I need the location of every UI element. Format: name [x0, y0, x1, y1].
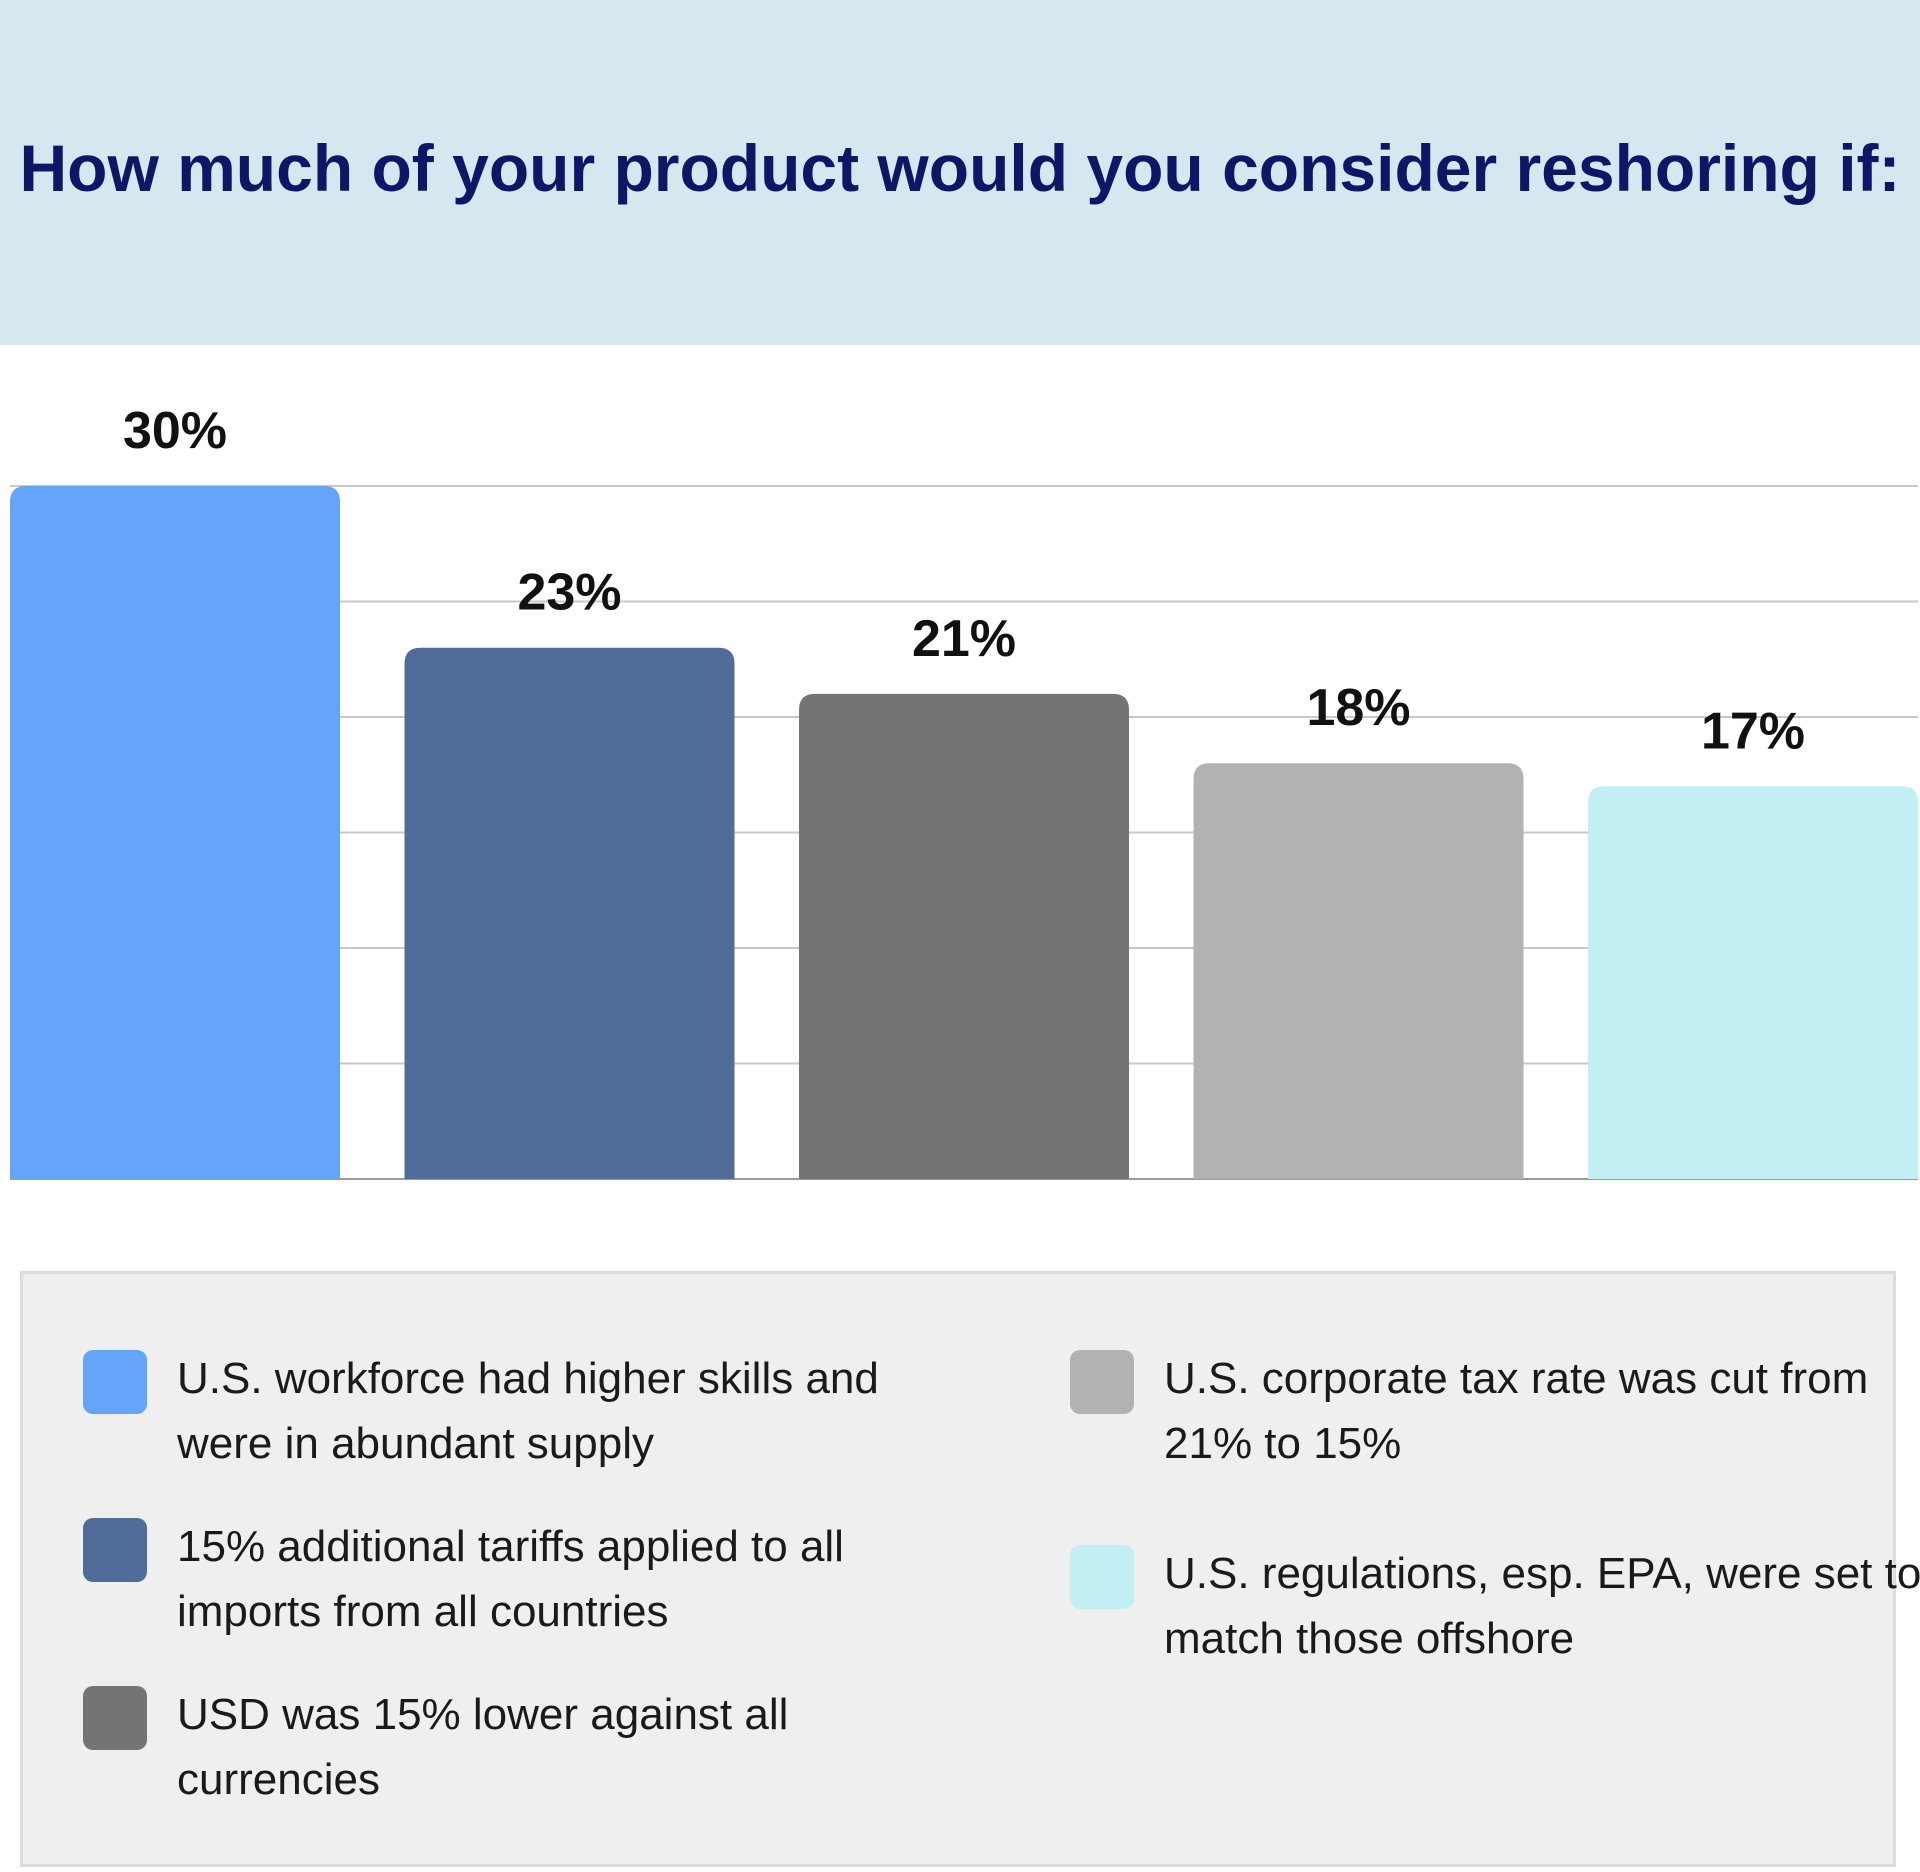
chart-header: How much of your product would you consi…	[0, 0, 1920, 345]
chart-legend: U.S. workforce had higher skills and wer…	[20, 1271, 1920, 1867]
bar-5	[1588, 786, 1918, 1179]
bar-4	[1193, 763, 1524, 1179]
legend-swatch-usd	[83, 1686, 147, 1750]
bar-chart: 30% 23% 21% 18% 17%	[10, 402, 1918, 1180]
bar-value-label-1: 30%	[123, 402, 227, 460]
legend-item-usd: USD was 15% lower against all currencies	[83, 1682, 937, 1812]
legend-swatch-tariffs	[83, 1518, 147, 1582]
legend-label-tax: U.S. corporate tax rate was cut from 21%…	[1164, 1354, 1869, 1468]
bar-1	[10, 486, 340, 1179]
legend-item-workforce: U.S. workforce had higher skills and wer…	[83, 1346, 937, 1476]
legend-label-tariffs: 15% additional tariffs applied to all im…	[177, 1522, 844, 1636]
legend-swatch-regulations	[1070, 1545, 1134, 1609]
bar-3	[799, 693, 1129, 1179]
bar-value-label-3: 21%	[912, 610, 1016, 668]
legend-label-usd: USD was 15% lower against all currencies	[177, 1690, 789, 1804]
legend-swatch-tax	[1070, 1350, 1134, 1414]
legend-label-regulations: U.S. regulations, esp. EPA, were set to …	[1164, 1549, 1920, 1663]
legend-item-regulations: U.S. regulations, esp. EPA, were set to …	[1070, 1541, 1920, 1671]
bar-value-label-5: 17%	[1701, 702, 1805, 760]
bar-value-label-2: 23%	[517, 564, 621, 622]
legend-swatch-workforce	[83, 1350, 147, 1414]
bar-2	[404, 647, 735, 1179]
bar-value-label-4: 18%	[1306, 679, 1410, 737]
legend-item-tax: U.S. corporate tax rate was cut from 21%…	[1070, 1346, 1920, 1476]
chart-title: How much of your product would you consi…	[19, 131, 1901, 205]
legend-item-tariffs: 15% additional tariffs applied to all im…	[83, 1514, 937, 1644]
legend-label-workforce: U.S. workforce had higher skills and wer…	[177, 1354, 879, 1468]
